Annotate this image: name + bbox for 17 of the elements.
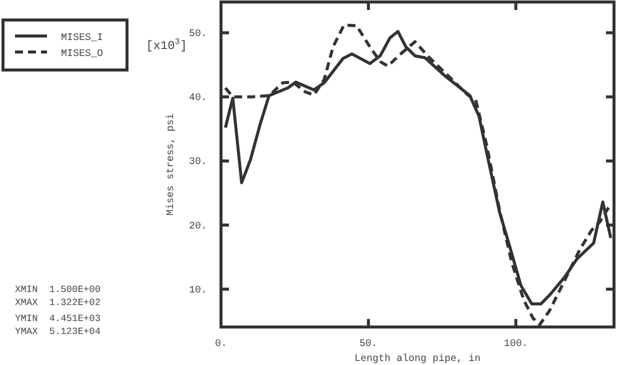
text: XMIN 1.500E+00 bbox=[15, 284, 101, 295]
legend-label: MISES_O bbox=[61, 49, 104, 60]
x-tick-label: 50. bbox=[359, 339, 378, 350]
text: [x10$^{3}$] bbox=[146, 37, 188, 53]
y-tick-label: 10. bbox=[188, 285, 207, 296]
x-tick-label: 100. bbox=[504, 339, 528, 350]
text: XMAX 1.322E+02 bbox=[15, 297, 101, 308]
y-axis-title: Mises stress, psi bbox=[165, 113, 177, 216]
y-tick-label: 20. bbox=[188, 221, 207, 232]
y-tick-label: 30. bbox=[188, 157, 207, 168]
y-tick-label: 50. bbox=[188, 28, 207, 40]
x-axis-title: Length along pipe, in bbox=[354, 353, 481, 365]
y-tick-label: 40. bbox=[188, 93, 207, 104]
x-tick-label: 0. bbox=[214, 339, 228, 350]
text: YMAX 5.123E+04 bbox=[15, 326, 101, 337]
legend-label: MISES_I bbox=[61, 33, 104, 44]
text: YMIN 4.451E+03 bbox=[15, 313, 101, 324]
